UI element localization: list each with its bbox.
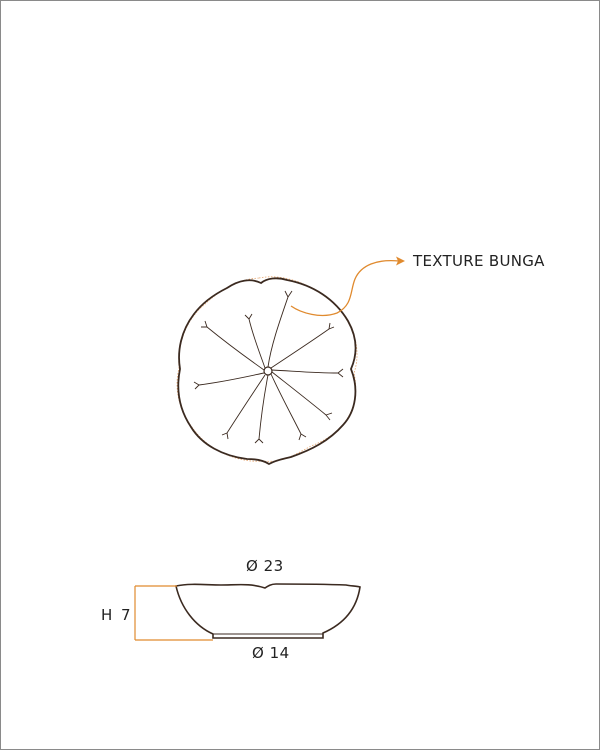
bowl-side-view <box>175 583 361 639</box>
arrowhead-icon <box>396 256 405 266</box>
texture-callout-label: TEXTURE BUNGA <box>413 252 545 270</box>
bowl-center <box>263 366 273 376</box>
bowl-top-view <box>176 276 358 466</box>
texture-callout-arrow <box>290 256 405 317</box>
flower-texture-veins <box>193 290 344 444</box>
height-dimension <box>134 585 213 641</box>
base-diameter-label: Ø 14 <box>252 644 290 662</box>
bowl-side-outline <box>175 583 361 639</box>
bowl-rim-outline <box>177 277 357 466</box>
height-label: H 7 <box>101 606 133 624</box>
top-diameter-label: Ø 23 <box>246 557 284 575</box>
